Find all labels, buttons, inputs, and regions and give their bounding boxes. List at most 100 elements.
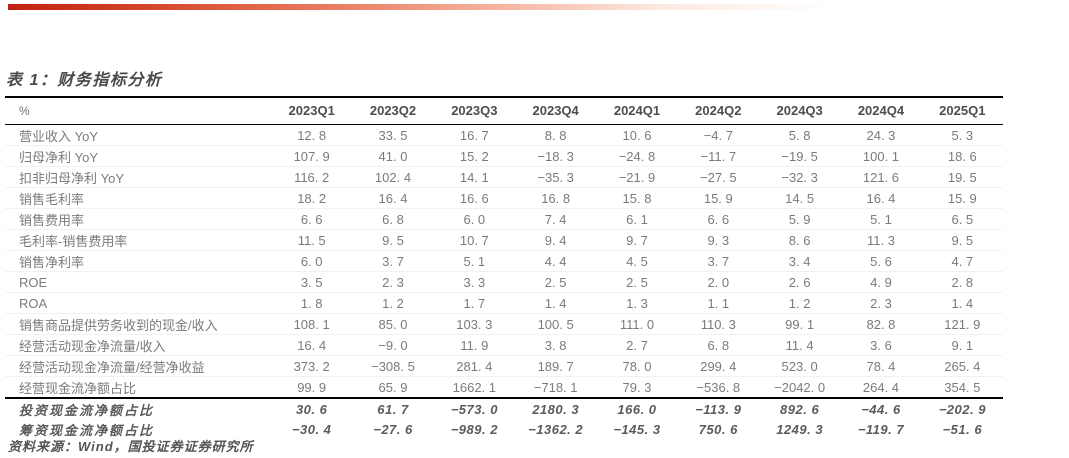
cell-value: 11. 5 [271,229,353,251]
row-label: 扣非归母净利 YoY [5,166,271,188]
cell-value: 2. 0 [677,271,759,293]
row-label: 归母净利 YoY [5,145,271,167]
table-row: 销售净利率 6. 0 3. 7 5. 1 4. 4 4. 5 3. 7 3. 4 5. 6 4. … [5,250,1003,272]
table-row: 销售毛利率 18. 2 16. 4 16. 6 16. 8 15. 8 15. 9 14. 5… [5,187,1003,209]
cell-value: 116. 2 [271,166,353,188]
cell-value: 16. 7 [433,124,515,146]
row-label: 经营现金流净额占比 [5,376,271,399]
cell-value: 11. 3 [840,229,922,251]
row-label: 销售费用率 [5,208,271,230]
cell-value: 2180. 3 [532,401,580,417]
cell-value: −9. 0 [352,334,434,356]
cell-value: 1. 4 [921,292,1003,314]
cell-value: −4. 7 [677,124,759,146]
table-row-emphasis: 筹资现金流净额占比 −30. 4 −27. 6 −989. 2 −1362. 2 −145… [5,419,1003,439]
cell-value: 16. 8 [514,187,597,209]
cell-value: 3. 4 [758,250,841,272]
table-header: % 2023Q1 2023Q2 2023Q3 2023Q4 2024Q1 2024Q2 202… [5,96,1003,125]
cell-value: 15. 2 [433,145,515,167]
cell-value: 3. 8 [514,334,597,356]
cell-value: 1662. 1 [433,376,515,399]
cell-value: 4. 9 [840,271,922,293]
column-header: 2023Q3 [433,96,515,125]
cell-value: 8. 8 [514,124,597,146]
cell-value: 24. 3 [840,124,922,146]
cell-value: 108. 1 [271,313,353,335]
cell-value: 2. 3 [352,271,434,293]
cell-value: −119. 7 [857,421,905,437]
cell-value: 3. 3 [433,271,515,293]
cell-value: 1. 2 [758,292,841,314]
cell-value: 61. 7 [377,401,409,417]
cell-value: −35. 3 [514,166,597,188]
table-title: 表 1：财务指标分析 [6,72,163,89]
cell-value: −718. 1 [514,376,597,399]
cell-value: −19. 5 [758,145,841,167]
row-label: 毛利率-销售费用率 [5,229,271,251]
cell-value: 6. 5 [921,208,1003,230]
row-label: 投资现金流净额占比 [19,402,155,418]
cell-value: 12. 8 [271,124,353,146]
cell-value: 6. 1 [596,208,678,230]
cell-value: 121. 9 [921,313,1003,335]
column-header: 2024Q3 [758,96,841,125]
data-source-note: 资料来源：Wind，国投证券证券研究所 [8,439,254,454]
cell-value: 3. 6 [840,334,922,356]
cell-value: 14. 5 [758,187,841,209]
cell-value: 6. 0 [433,208,515,230]
table-row: 经营活动现金净流量/经营净收益 373. 2 −308. 5 281. 4 189. 7… [5,355,1003,377]
cell-value: 11. 4 [758,334,841,356]
cell-value: 15. 9 [677,187,759,209]
cell-value: 18. 2 [271,187,353,209]
cell-value: −2042. 0 [758,376,841,399]
cell-value: 2. 5 [514,271,597,293]
row-label: 销售净利率 [5,250,271,272]
cell-value: 5. 1 [433,250,515,272]
cell-value: 16. 6 [433,187,515,209]
cell-value: 10. 6 [596,124,678,146]
cell-value: −113. 9 [695,401,742,417]
financial-metrics-table: % 2023Q1 2023Q2 2023Q3 2023Q4 2024Q1 2024Q2 202… [5,96,1003,439]
cell-value: 299. 4 [677,355,759,377]
cell-value: −27. 5 [677,166,759,188]
cell-value: 5. 1 [840,208,922,230]
row-label: 销售毛利率 [5,187,271,209]
cell-value: 264. 4 [840,376,922,399]
cell-value: 2. 3 [840,292,922,314]
cell-value: 9. 4 [514,229,597,251]
cell-value: −11. 7 [677,145,759,167]
cell-value: 99. 9 [271,376,353,399]
cell-value: −573. 0 [450,401,498,417]
cell-value: 281. 4 [433,355,515,377]
cell-value: −145. 3 [613,421,661,437]
cell-value: 5. 3 [921,124,1003,146]
table-row: 扣非归母净利 YoY 116. 2 102. 4 14. 1 −35. 3 −21. 9−… [5,166,1003,188]
cell-value: 189. 7 [514,355,597,377]
cell-value: 103. 3 [433,313,515,335]
cell-value: 1. 2 [352,292,434,314]
cell-value: −536. 8 [677,376,759,399]
cell-value: 523. 0 [758,355,841,377]
cell-value: 892. 6 [780,401,820,417]
cell-value: 30. 6 [295,401,328,417]
cell-value: −30. 4 [291,421,332,437]
row-label: 营业收入 YoY [5,124,271,146]
cell-value: 16. 4 [352,187,434,209]
cell-value: 1. 8 [271,292,353,314]
row-label: 经营活动现金净流量/经营净收益 [5,355,271,377]
table-row: 销售费用率 6. 6 6. 8 6. 0 7. 4 6. 1 6. 6 5. 9 5. 1 6. … [5,208,1003,230]
table-row: ROE 3. 5 2. 3 3. 3 2. 5 2. 5 2. 0 2. 6 4. 9 2. 8 [5,271,1003,293]
cell-value: 14. 1 [433,166,515,188]
cell-value: 5. 6 [840,250,922,272]
cell-value: 79. 3 [596,376,678,399]
column-header: 2023Q1 [271,96,353,125]
cell-value: 9. 5 [352,229,434,251]
cell-value: 19. 5 [921,166,1003,188]
table-row: 营业收入 YoY 12. 8 33. 5 16. 7 8. 8 10. 6 −4. 7 5. … [5,124,1003,146]
cell-value: 6. 0 [271,250,353,272]
table-row: 归母净利 YoY 107. 9 41. 0 15. 2 −18. 3 −24. 8 −11.… [5,145,1003,167]
cell-value: 1. 4 [514,292,597,314]
cell-value: 6. 8 [352,208,434,230]
